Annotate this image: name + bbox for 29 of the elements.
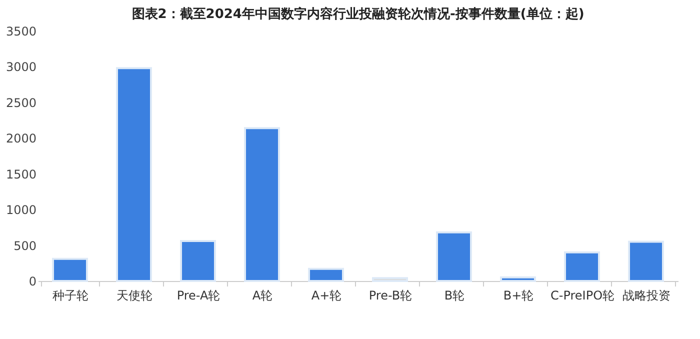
x-tick-label: A轮 bbox=[252, 288, 273, 302]
y-tick-label: 0 bbox=[28, 274, 36, 288]
bar bbox=[564, 251, 600, 282]
bar bbox=[500, 276, 536, 282]
x-tick-label: 战略投资 bbox=[622, 288, 670, 302]
x-tick-label: B轮 bbox=[444, 288, 465, 302]
x-tick-label: Pre-A轮 bbox=[176, 288, 220, 302]
x-tick-label: Pre-B轮 bbox=[368, 288, 412, 302]
bar bbox=[436, 231, 472, 282]
y-tick-label: 3000 bbox=[6, 60, 36, 74]
y-tick-label: 1000 bbox=[6, 203, 36, 218]
bar bbox=[308, 268, 344, 282]
x-tick-label: C-PreIPO轮 bbox=[550, 288, 615, 302]
bar bbox=[116, 67, 152, 282]
bar bbox=[180, 240, 216, 282]
x-tick-label: B+轮 bbox=[503, 288, 534, 302]
bar bbox=[244, 127, 280, 282]
bar bbox=[52, 258, 88, 282]
y-tick-label: 500 bbox=[14, 238, 36, 253]
x-tick-label: A+轮 bbox=[311, 288, 342, 302]
bar bbox=[628, 240, 664, 282]
x-tick-label: 天使轮 bbox=[116, 288, 152, 302]
y-tick-label: 2500 bbox=[6, 96, 36, 110]
bar bbox=[372, 277, 408, 282]
y-tick-label: 3500 bbox=[6, 24, 36, 38]
y-tick-label: 2000 bbox=[6, 132, 36, 146]
y-tick-label: 1500 bbox=[6, 167, 36, 182]
x-tick-label: 种子轮 bbox=[52, 288, 88, 302]
chart-title: 图表2：截至2024年中国数字内容行业投融资轮次情况-按事件数量(单位：起) bbox=[132, 6, 584, 22]
